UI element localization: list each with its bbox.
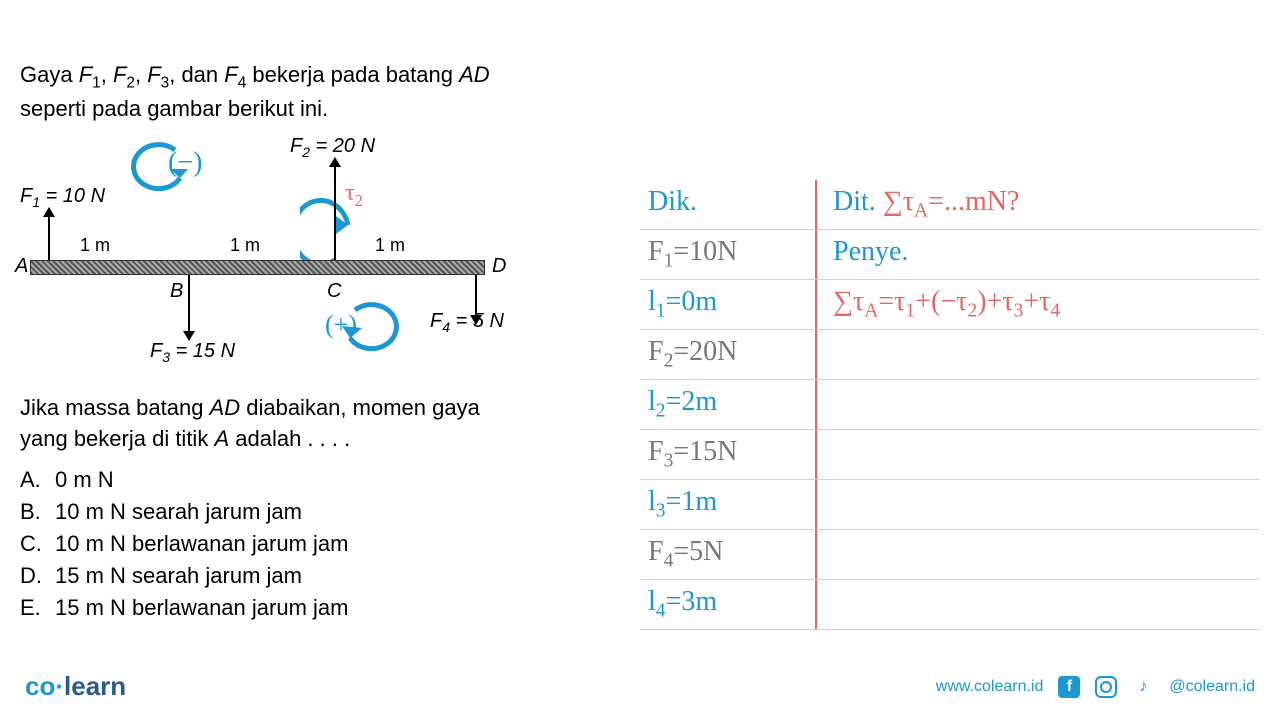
- question-text: Jika massa batang AD diabaikan, momen ga…: [20, 393, 600, 455]
- answer-b-text: 10 m N searah jarum jam: [55, 496, 302, 528]
- f1-value: F1=10N: [640, 230, 815, 279]
- force-diagram: (−) F2 = 20 N τ2 F1 = 10 N 1 m 1 m 1 m A…: [20, 135, 520, 385]
- facebook-icon: f: [1058, 676, 1080, 698]
- answer-e: E. 15 m N berlawanan jarum jam: [20, 592, 600, 624]
- f3-arrow: [188, 275, 190, 333]
- answer-a-letter: A.: [20, 464, 55, 496]
- dit-text: Dit.: [833, 186, 883, 217]
- answer-e-text: 15 m N berlawanan jarum jam: [55, 592, 348, 624]
- tau2-label: τ2: [345, 180, 363, 211]
- answer-d: D. 15 m N searah jarum jam: [20, 560, 600, 592]
- l4-value: l4=3m: [640, 580, 815, 629]
- tiktok-icon: ♪: [1132, 676, 1154, 698]
- answer-e-letter: E.: [20, 592, 55, 624]
- notebook-row-9: l4=3m: [640, 580, 1260, 630]
- answer-c-letter: C.: [20, 528, 55, 560]
- answer-c: C. 10 m N berlawanan jarum jam: [20, 528, 600, 560]
- f1-arrow: [48, 215, 50, 260]
- f3-value: F3=15N: [640, 430, 815, 479]
- footer-handle: @colearn.id: [1169, 678, 1255, 696]
- notebook-row-2: F1=10N Penye.: [640, 230, 1260, 280]
- f2-arrow: [334, 165, 336, 260]
- beam: [30, 260, 485, 275]
- workings-panel: Dik. Dit. ∑τA=...mN? F1=10N Penye. l1=0m…: [640, 180, 1260, 630]
- answer-b-letter: B.: [20, 496, 55, 528]
- logo-dot: ·: [55, 671, 64, 701]
- question-line2: yang bekerja di titik A adalah . . . .: [20, 426, 350, 451]
- dim2-label: 1 m: [230, 235, 260, 256]
- notebook-row-1: Dik. Dit. ∑τA=...mN?: [640, 180, 1260, 230]
- title-line2: seperti pada gambar berikut ini.: [20, 96, 328, 121]
- f3-label: F3 = 15 N: [150, 340, 235, 365]
- dik-label: Dik.: [640, 180, 815, 229]
- f4-value: F4=5N: [640, 530, 815, 579]
- point-b: B: [170, 280, 183, 303]
- notebook: Dik. Dit. ∑τA=...mN? F1=10N Penye. l1=0m…: [640, 180, 1260, 630]
- cw-rotation-icon: [340, 300, 415, 355]
- instagram-icon: [1095, 676, 1117, 698]
- notebook-row-7: l3=1m: [640, 480, 1260, 530]
- logo: co·learn: [25, 671, 126, 702]
- answer-d-text: 15 m N searah jarum jam: [55, 560, 302, 592]
- footer: co·learn www.colearn.id f ♪ @colearn.id: [0, 671, 1280, 702]
- point-a: A: [15, 255, 28, 278]
- answer-a: A. 0 m N: [20, 464, 600, 496]
- question-line1: Jika massa batang AD diabaikan, momen ga…: [20, 395, 480, 420]
- answer-a-text: 0 m N: [55, 464, 114, 496]
- point-d: D: [492, 255, 506, 278]
- problem-title: Gaya F1, F2, F3, dan F4 bekerja pada bat…: [20, 60, 600, 125]
- l3-value: l3=1m: [640, 480, 815, 529]
- notebook-row-3: l1=0m ∑τA=τ1+(−τ2)+τ3+τ4: [640, 280, 1260, 330]
- footer-right: www.colearn.id f ♪ @colearn.id: [936, 676, 1255, 698]
- notebook-row-4: F2=20N: [640, 330, 1260, 380]
- l1-value: l1=0m: [640, 280, 815, 329]
- dit-cell: Dit. ∑τA=...mN?: [815, 180, 1260, 229]
- answer-list: A. 0 m N B. 10 m N searah jarum jam C. 1…: [20, 464, 600, 623]
- minus-sign: (−): [168, 147, 202, 179]
- dim3-label: 1 m: [375, 235, 405, 256]
- logo-learn: learn: [64, 671, 126, 701]
- notebook-row-5: l2=2m: [640, 380, 1260, 430]
- footer-url: www.colearn.id: [936, 678, 1044, 696]
- f1-label: F1 = 10 N: [20, 185, 105, 210]
- dim1-label: 1 m: [80, 235, 110, 256]
- answer-d-letter: D.: [20, 560, 55, 592]
- logo-co: co: [25, 671, 55, 701]
- torque-equation: ∑τA=τ1+(−τ2)+τ3+τ4: [815, 280, 1260, 329]
- l2-value: l2=2m: [640, 380, 815, 429]
- problem-panel: Gaya F1, F2, F3, dan F4 bekerja pada bat…: [20, 60, 600, 624]
- answer-b: B. 10 m N searah jarum jam: [20, 496, 600, 528]
- notebook-row-8: F4=5N: [640, 530, 1260, 580]
- title-line1: Gaya F1, F2, F3, dan F4 bekerja pada bat…: [20, 62, 490, 87]
- penye-label: Penye.: [815, 230, 1260, 279]
- answer-c-text: 10 m N berlawanan jarum jam: [55, 528, 348, 560]
- f2-value: F2=20N: [640, 330, 815, 379]
- notebook-row-6: F3=15N: [640, 430, 1260, 480]
- f4-label: F4 = 5 N: [430, 310, 504, 335]
